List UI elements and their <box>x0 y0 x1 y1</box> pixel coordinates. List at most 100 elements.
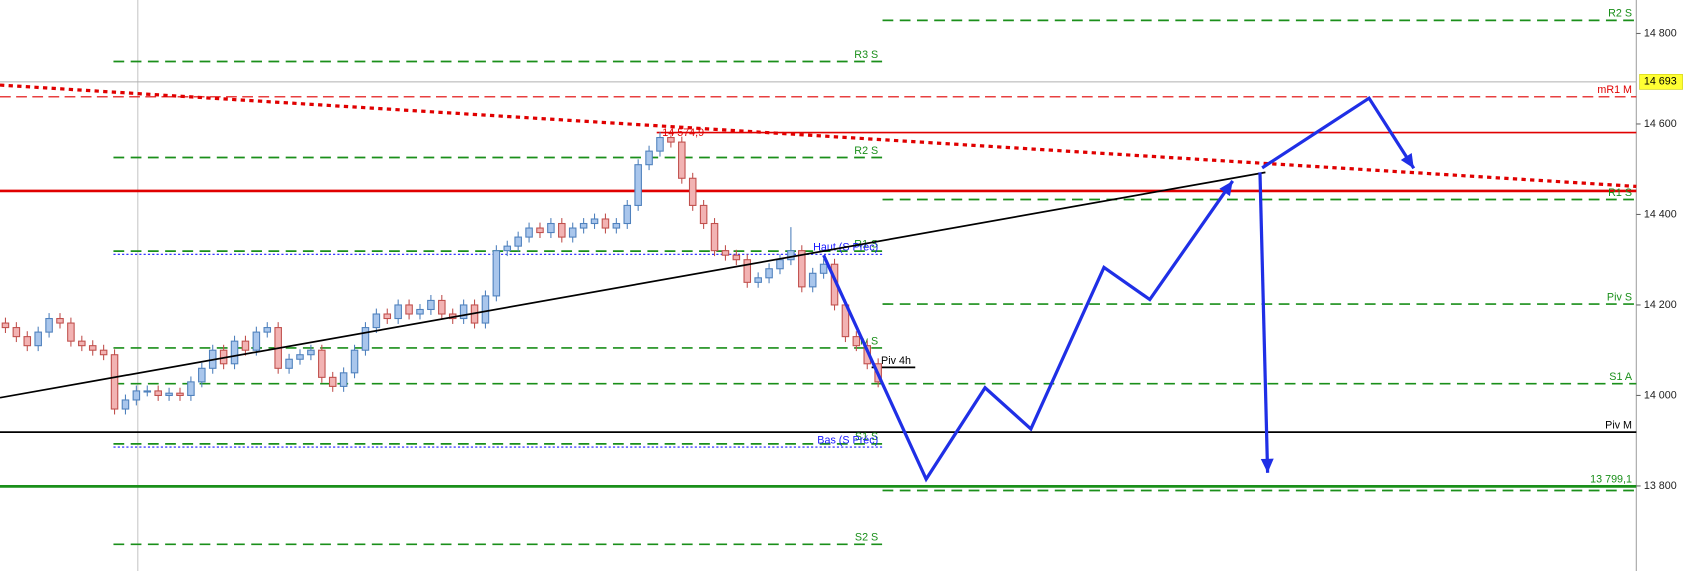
arrow-head <box>1219 180 1233 197</box>
level-label: R2 S <box>1608 8 1632 20</box>
candle-body <box>558 222 566 238</box>
candle-body <box>1 322 10 329</box>
level-label: S2 S <box>855 532 878 544</box>
candle-body <box>601 218 610 229</box>
y-tick-label: 14 600 <box>1644 118 1677 130</box>
level-label: Bas (S Préc) <box>817 434 878 446</box>
candle-body <box>645 150 653 166</box>
candle-body <box>361 327 370 351</box>
level-label: mR1 M <box>1597 84 1632 96</box>
level-label: Piv S <box>1607 291 1632 303</box>
level-label: R3 S <box>854 49 878 61</box>
candle-body <box>743 259 752 283</box>
candle-body <box>307 349 315 356</box>
level-label: R2 S <box>854 145 878 157</box>
candle-body <box>176 392 184 396</box>
candle-body <box>514 236 522 247</box>
candle-body <box>165 392 173 396</box>
candle-body <box>547 222 555 234</box>
candle-body <box>623 204 632 225</box>
candle-body <box>99 349 108 356</box>
candle-body <box>230 340 239 365</box>
candle-body <box>121 399 130 410</box>
candle-body <box>634 164 642 206</box>
candle-body <box>590 218 599 225</box>
candle-body <box>438 299 446 315</box>
price-axis: 13 800 14 000 14 200 14 400 14 600 14 800 14 6… <box>1636 0 1688 571</box>
candle-body <box>110 354 119 410</box>
candle-body <box>678 141 686 179</box>
y-tick-label: 14 800 <box>1644 27 1677 39</box>
candle-body <box>187 381 195 396</box>
price-annotation: 14 574,9 <box>662 127 704 139</box>
candle-body <box>612 222 621 229</box>
candle-body <box>198 367 206 383</box>
candle-body <box>12 327 21 338</box>
trendline <box>0 171 1266 399</box>
candle-body <box>34 331 42 347</box>
candle-body <box>798 250 806 288</box>
candle-body <box>721 250 730 256</box>
candle-body <box>787 250 795 261</box>
candle-body <box>754 277 762 283</box>
level-label: R1 S <box>854 238 878 250</box>
last-price-label: 14 693 <box>1644 76 1677 88</box>
candle-body <box>318 349 326 378</box>
candle-body <box>383 313 392 320</box>
y-tick-label: 13 800 <box>1644 480 1677 492</box>
candle-body <box>808 272 817 288</box>
level-label: S1 S <box>855 431 878 443</box>
y-tick-label: 14 400 <box>1644 208 1677 220</box>
level-label: R1 S <box>1608 187 1632 199</box>
candle-body <box>394 304 402 320</box>
candle-body <box>776 259 784 270</box>
candle-body <box>699 204 708 225</box>
candle-body <box>45 317 53 333</box>
candle-body <box>154 390 162 396</box>
candle-body <box>579 222 588 229</box>
candle-body <box>459 304 468 320</box>
candle-body <box>56 317 64 324</box>
candle-body <box>78 340 86 347</box>
candle-body <box>710 222 719 252</box>
candle-body <box>372 313 381 329</box>
candle-body <box>350 349 359 374</box>
candle-body <box>536 227 544 234</box>
candle-body <box>339 372 348 387</box>
candle-body <box>656 137 664 152</box>
candle-body <box>525 227 533 238</box>
candle-body <box>667 137 675 143</box>
candle-body <box>143 390 152 393</box>
candle-body <box>328 376 337 387</box>
last-price-box <box>1639 74 1683 90</box>
axis-panel <box>1636 0 1688 571</box>
candle-body <box>481 295 490 324</box>
candle-body <box>819 263 828 274</box>
candle-body <box>568 227 577 238</box>
candle-body <box>852 336 861 347</box>
candle-body <box>23 336 32 347</box>
forecast-arrow <box>1261 95 1416 170</box>
trendline <box>0 83 1637 189</box>
candle-body <box>427 299 435 311</box>
level-label: 13 799,1 <box>1590 474 1632 486</box>
candle-body <box>263 327 272 333</box>
candle-body <box>285 358 293 369</box>
level-label: S1 A <box>1609 371 1633 383</box>
overlays: 14 574,9 <box>0 83 1637 483</box>
candle-body <box>67 322 75 342</box>
candle-body <box>688 177 697 206</box>
level-label: Piv M <box>1605 419 1632 431</box>
y-tick-label: 14 200 <box>1644 299 1677 311</box>
candle-body <box>492 250 501 297</box>
arrow-head <box>1400 153 1414 169</box>
level-label: Piv 4h <box>881 355 911 367</box>
candle-body <box>252 331 261 351</box>
forecast-arrow <box>822 180 1235 483</box>
candle-body <box>405 304 413 315</box>
forecast-arrow <box>1258 172 1270 473</box>
candle-body <box>503 245 512 252</box>
